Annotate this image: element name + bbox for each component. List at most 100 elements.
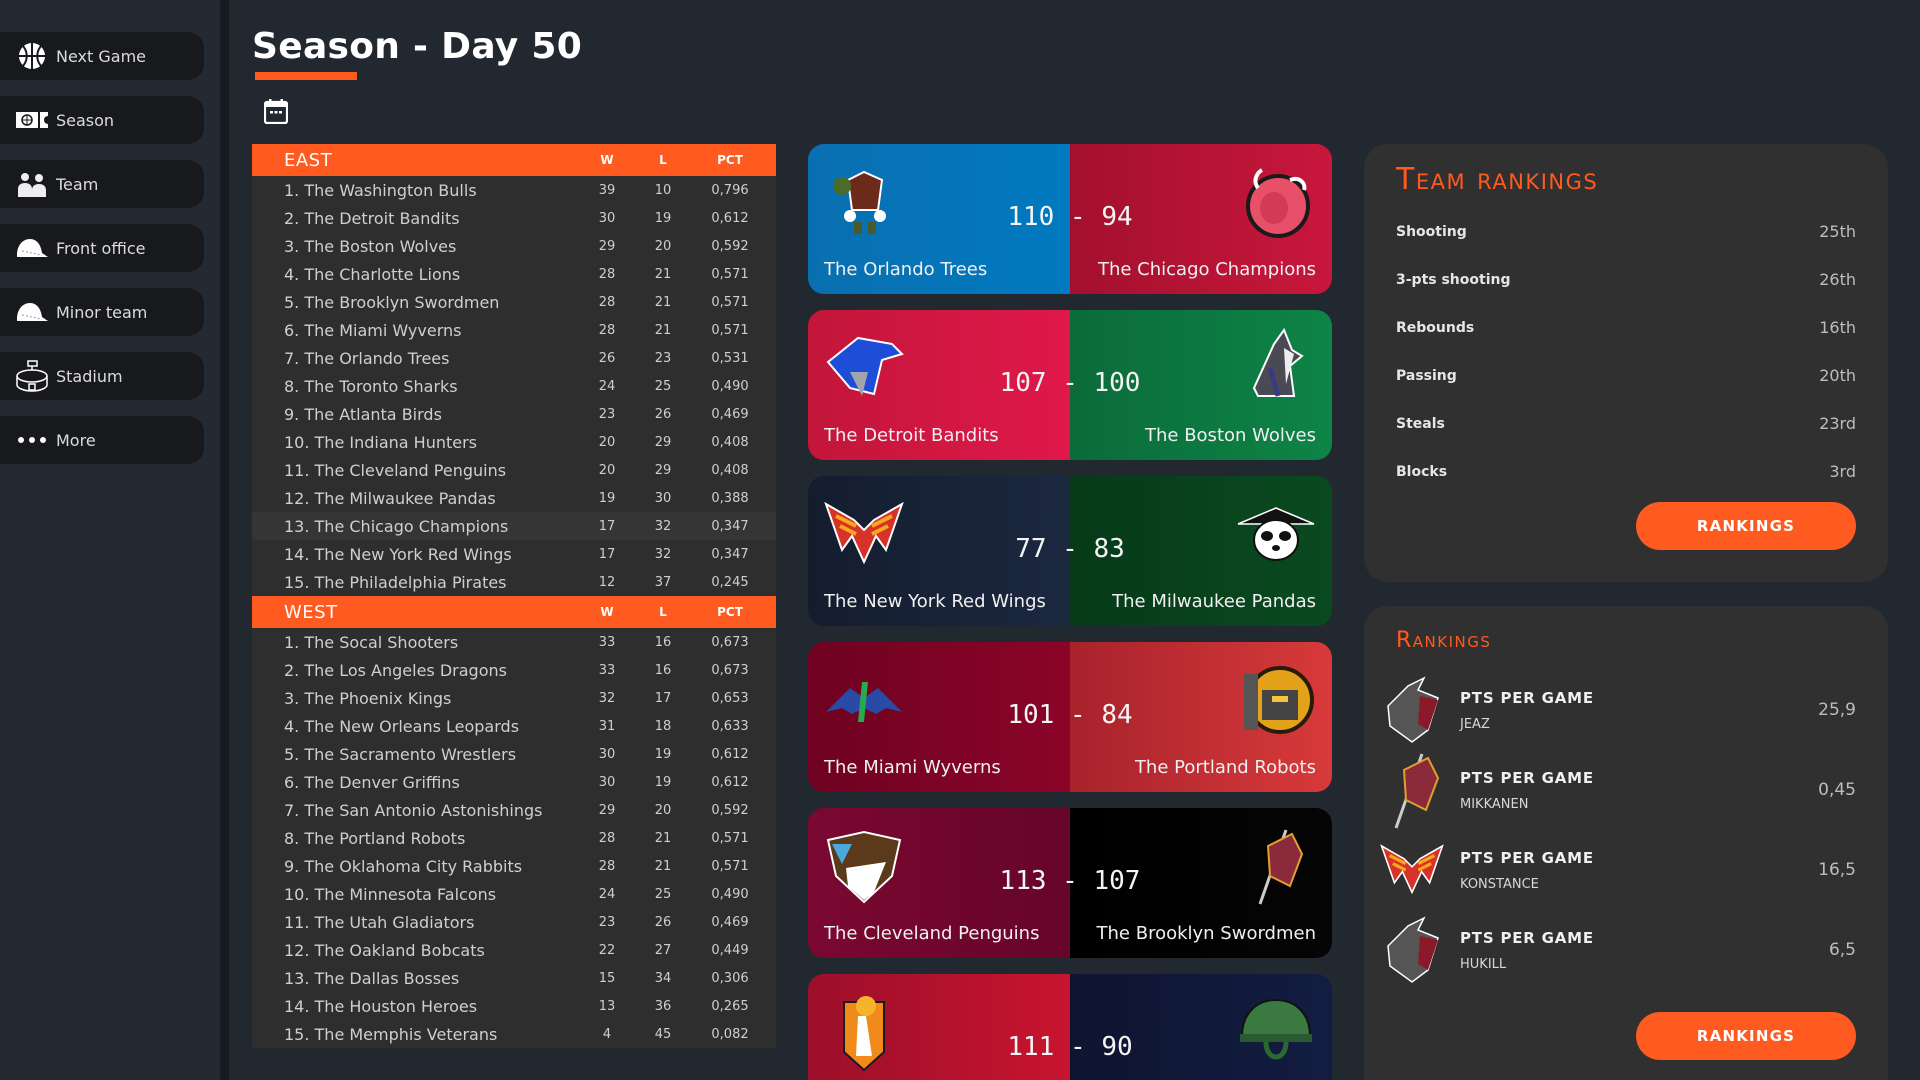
losses: 21 [654,858,672,874]
standings-row[interactable]: 7. The San Antonio Astonishings 29 20 0,592 [252,796,776,824]
stat-label: 3-pts shooting [1396,271,1511,288]
sidebar-item-team[interactable]: Team [0,160,204,208]
standings-row[interactable]: 1. The Washington Bulls 39 10 0,796 [252,176,776,204]
sidebar-item-season[interactable]: Season [0,96,204,144]
leader-row[interactable]: PTS PER GAME KONSTANCE 16,5 [1380,834,1856,906]
score-separator: - [1046,368,1094,398]
sidebar-item-label: Season [56,110,115,130]
standings-row[interactable]: 9. The Oklahoma City Rabbits 28 21 0,571 [252,852,776,880]
team-name: 5. The Brooklyn Swordmen [284,292,500,312]
standings-row[interactable]: 14. The New York Red Wings 17 32 0,347 [252,540,776,568]
sidebar-item-label: Stadium [56,366,123,386]
standings-row[interactable]: 1. The Socal Shooters 33 16 0,673 [252,628,776,656]
player-rankings-panel: Rankings PTS PER GAME JEAZ 25,9 PTS PER GAM… [1364,606,1888,1080]
sidebar-item-front-office[interactable]: Front office [0,224,204,272]
team-name: 1. The Socal Shooters [284,632,459,652]
player-rankings-button[interactable]: RANKINGS [1636,1012,1856,1060]
calendar-icon[interactable] [263,98,289,125]
standings-row[interactable]: 4. The Charlotte Lions 28 21 0,571 [252,260,776,288]
game-card[interactable]: 111 - 90 [808,974,1332,1080]
losses: 21 [654,830,672,846]
losses: 19 [654,746,672,762]
team-name: 9. The Oklahoma City Rabbits [284,856,523,876]
team-stat-row: Steals 23rd [1396,414,1856,433]
standings-row[interactable]: 9. The Atlanta Birds 23 26 0,469 [252,400,776,428]
standings-row[interactable]: 8. The Portland Robots 28 21 0,571 [252,824,776,852]
helmet-icon [1236,992,1316,1072]
game-card[interactable]: The Orlando Trees The Chicago Champions 11… [808,144,1332,294]
standings-row[interactable]: 12. The Milwaukee Pandas 19 30 0,388 [252,484,776,512]
game-card[interactable]: The New York Red Wings The Milwaukee Pand… [808,476,1332,626]
team-name: 3. The Phoenix Kings [284,688,452,708]
standings-row[interactable]: 5. The Brooklyn Swordmen 28 21 0,571 [252,288,776,316]
losses: 29 [654,434,672,450]
standings-row[interactable]: 11. The Utah Gladiators 23 26 0,469 [252,908,776,936]
game-card[interactable]: The Detroit Bandits The Boston Wolves 107 … [808,310,1332,460]
standings-row[interactable]: 15. The Philadelphia Pirates 12 37 0,245 [252,568,776,596]
win-pct: 0,408 [711,462,749,478]
standings-row[interactable]: 13. The Chicago Champions 17 32 0,347 [252,512,776,540]
standings-row[interactable]: 10. The Indiana Hunters 20 29 0,408 [252,428,776,456]
team-name: 9. The Atlanta Birds [284,404,442,424]
standings-row[interactable]: 3. The Phoenix Kings 32 17 0,653 [252,684,776,712]
ticket-icon [16,106,48,134]
wins: 30 [598,210,616,226]
standings-row[interactable]: 5. The Sacramento Wrestlers 30 19 0,612 [252,740,776,768]
standings-row[interactable]: 2. The Detroit Bandits 30 19 0,612 [252,204,776,232]
standings-row[interactable]: 7. The Orlando Trees 26 23 0,531 [252,344,776,372]
sidebar-item-next-game[interactable]: Next Game [0,32,204,80]
wins: 39 [598,182,616,198]
standings-row[interactable]: 3. The Boston Wolves 29 20 0,592 [252,232,776,260]
team-name: 13. The Dallas Bosses [284,968,460,988]
standings-row[interactable]: 13. The Dallas Bosses 15 34 0,306 [252,964,776,992]
sidebar-item-more[interactable]: More [0,416,204,464]
standings-row[interactable]: 15. The Memphis Veterans 4 45 0,082 [252,1020,776,1048]
sidebar-item-minor-team[interactable]: Minor team [0,288,204,336]
stat-rank: 16th [1819,318,1856,337]
losses: 25 [654,378,672,394]
leader-info: PTS PER GAME HUKILL [1460,929,1829,972]
game-card[interactable]: The Cleveland Penguins The Brooklyn Sword… [808,808,1332,958]
stat-label: Rebounds [1396,319,1475,336]
stat-label: Blocks [1396,463,1448,480]
home-team-side [808,974,1070,1080]
leader-row[interactable]: PTS PER GAME HUKILL 6,5 [1380,914,1856,986]
cap-icon [16,234,48,262]
away-team-side: The Chicago Champions [1070,144,1332,294]
standings-row[interactable]: 12. The Oakland Bobcats 22 27 0,449 [252,936,776,964]
standings-row[interactable]: 10. The Minnesota Falcons 24 25 0,490 [252,880,776,908]
win-pct: 0,388 [711,490,749,506]
game-card[interactable]: The Miami Wyverns The Portland Robots 101 … [808,642,1332,792]
standings-row[interactable]: 14. The Houston Heroes 13 36 0,265 [252,992,776,1020]
dragon-icon [1380,676,1444,744]
conference-header-east: EAST W L PCT [252,144,776,176]
team-rankings-button[interactable]: RANKINGS [1636,502,1856,550]
stat-rank: 25th [1819,222,1856,241]
losses: 34 [654,970,672,986]
col-header-w: W [600,605,614,619]
standings-row[interactable]: 8. The Toronto Sharks 24 25 0,490 [252,372,776,400]
leader-row[interactable]: PTS PER GAME JEAZ 25,9 [1380,674,1856,746]
losses: 16 [654,662,672,678]
win-pct: 0,490 [711,378,749,394]
win-pct: 0,408 [711,434,749,450]
win-pct: 0,612 [711,210,749,226]
standings-row[interactable]: 2. The Los Angeles Dragons 33 16 0,673 [252,656,776,684]
standings-row[interactable]: 6. The Denver Griffins 30 19 0,612 [252,768,776,796]
team-name: 11. The Utah Gladiators [284,912,475,932]
win-pct: 0,796 [711,182,749,198]
home-team-side: The Miami Wyverns [808,642,1070,792]
standings-row[interactable]: 11. The Cleveland Penguins 20 29 0,408 [252,456,776,484]
standings-row[interactable]: 4. The New Orleans Leopards 31 18 0,633 [252,712,776,740]
leader-row[interactable]: PTS PER GAME MIKKANEN 0,45 [1380,753,1856,829]
losses: 36 [654,998,672,1014]
standings-row[interactable]: 6. The Miami Wyverns 28 21 0,571 [252,316,776,344]
win-pct: 0,490 [711,886,749,902]
leader-info: PTS PER GAME MIKKANEN [1460,769,1818,812]
wins: 17 [598,546,616,562]
losses: 23 [654,350,672,366]
sidebar-item-stadium[interactable]: Stadium [0,352,204,400]
bull-icon [1236,162,1316,242]
wins: 29 [598,238,616,254]
cap-icon [16,298,48,326]
